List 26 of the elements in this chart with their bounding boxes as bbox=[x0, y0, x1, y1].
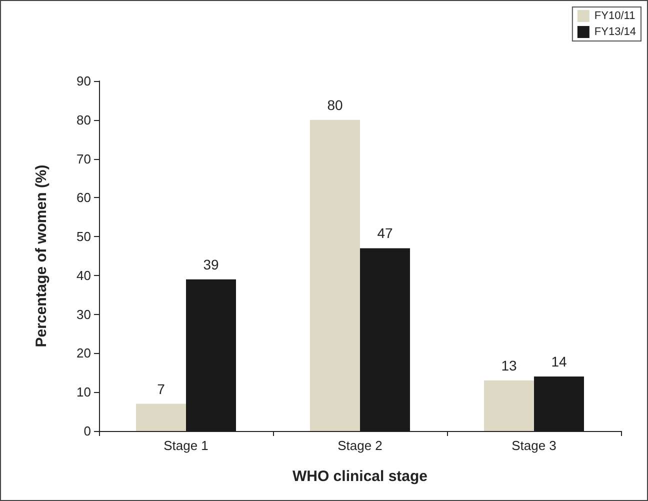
bar bbox=[310, 120, 360, 431]
legend-label: FY10/11 bbox=[594, 10, 636, 22]
y-tick-label: 80 bbox=[76, 112, 91, 128]
data-label: 47 bbox=[377, 225, 393, 242]
data-label: 7 bbox=[157, 380, 166, 397]
legend-label: FY13/14 bbox=[594, 26, 636, 38]
data-label: 39 bbox=[203, 256, 219, 272]
y-axis-title: Percentage of women (%) bbox=[33, 164, 50, 348]
x-tick-label: Stage 3 bbox=[512, 438, 556, 453]
x-tick-label: Stage 1 bbox=[164, 438, 208, 453]
y-tick-label: 40 bbox=[76, 268, 91, 283]
y-tick-label: 70 bbox=[76, 151, 91, 166]
y-tick-label: 50 bbox=[76, 229, 91, 244]
data-label: 13 bbox=[501, 357, 517, 374]
data-label: 14 bbox=[551, 354, 567, 370]
x-axis-title: WHO clinical stage bbox=[292, 468, 428, 485]
y-tick-label: 30 bbox=[76, 306, 91, 322]
bar bbox=[484, 380, 534, 431]
y-tick-label: 10 bbox=[76, 384, 91, 400]
data-label: 80 bbox=[327, 96, 343, 113]
y-tick-label: 90 bbox=[76, 74, 91, 88]
bar bbox=[136, 404, 186, 431]
y-tick-label: 20 bbox=[76, 346, 91, 361]
y-tick-label: 0 bbox=[84, 424, 91, 438]
x-tick-label: Stage 2 bbox=[338, 438, 382, 453]
y-tick-label: 60 bbox=[76, 190, 91, 206]
